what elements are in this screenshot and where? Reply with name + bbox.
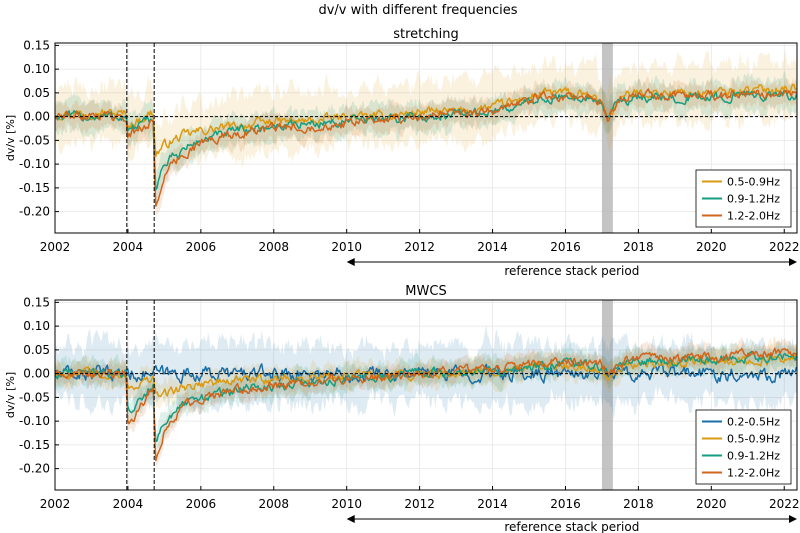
x-tick-label: 2004 <box>113 240 144 254</box>
reference-period-label: reference stack period <box>504 264 639 278</box>
y-tick-label: 0.15 <box>23 38 50 52</box>
x-tick-label: 2006 <box>186 497 217 511</box>
x-tick-label: 2012 <box>404 240 435 254</box>
legend: 0.2-0.5Hz 0.5-0.9Hz 0.9-1.2Hz 1.2-2.0Hz <box>695 409 792 485</box>
y-tick-label: 0.15 <box>23 295 50 309</box>
y-tick-label: 0.10 <box>23 319 50 333</box>
series-line-1p2-2p0Hz <box>55 88 797 207</box>
figure-title: dv/v with different frequencies <box>318 3 517 18</box>
band-0p9-1p2Hz <box>55 70 797 207</box>
stretching-panel: 2002 2004 2006 2008 2010 2012 2014 2016 2018 2020… <box>4 27 800 278</box>
x-tick-label: 2014 <box>477 497 508 511</box>
legend-entry-0p5-0p9Hz: 0.5-0.9Hz <box>727 176 780 189</box>
reference-period-label: reference stack period <box>504 520 639 533</box>
reference-shaded-span <box>601 300 613 490</box>
x-tick-label: 2010 <box>331 497 362 511</box>
x-tick-label: 2002 <box>40 240 71 254</box>
legend-entry-0p9-1p2Hz: 0.9-1.2Hz <box>727 193 780 206</box>
y-tick-label: -0.05 <box>19 133 50 147</box>
series-line-0p2-0p5Hz <box>55 363 797 385</box>
reference-period-arrowhead-left <box>346 515 355 523</box>
x-tick-label: 2008 <box>258 497 289 511</box>
x-tick-label: 2004 <box>113 497 144 511</box>
x-tick-label: 2016 <box>550 497 581 511</box>
reference-period-arrowhead-right <box>789 515 797 523</box>
x-tick-label: 2014 <box>477 240 508 254</box>
axes-frame <box>54 299 798 491</box>
y-axis-label: dv/v [%] <box>4 372 17 418</box>
reference-shaded-span <box>601 43 613 233</box>
y-tick-label: -0.10 <box>19 157 50 171</box>
stretching-panel-title: stretching <box>393 27 459 42</box>
plot-area <box>55 50 797 221</box>
y-tick-label: -0.20 <box>19 462 50 476</box>
x-tick-label: 2022 <box>769 240 800 254</box>
mwcs-panel-title: MWCS <box>405 284 446 299</box>
x-tick-label: 2006 <box>186 240 217 254</box>
uncertainty-bands <box>55 324 797 469</box>
legend-entry-0p5-0p9Hz: 0.5-0.9Hz <box>727 433 780 446</box>
series-lines <box>55 347 797 462</box>
x-tick-label: 2002 <box>40 497 71 511</box>
reference-period-arrowhead-left <box>346 258 355 266</box>
y-tick-label: 0.05 <box>23 343 50 357</box>
y-tick-label: -0.15 <box>19 181 50 195</box>
y-tick-label: 0.05 <box>23 86 50 100</box>
y-tick-label: -0.10 <box>19 414 50 428</box>
reference-period-arrowhead-right <box>789 258 797 266</box>
mwcs-panel: 2002 2004 2006 2008 2010 2012 2014 2016 2018 2020… <box>4 284 800 533</box>
legend-entry-1p2-2p0Hz: 1.2-2.0Hz <box>727 467 780 480</box>
x-tick-label: 2016 <box>550 240 581 254</box>
x-tick-label: 2022 <box>769 497 800 511</box>
uncertainty-bands <box>55 50 797 221</box>
x-tick-label: 2020 <box>696 240 727 254</box>
series-lines <box>55 83 797 207</box>
plot-area <box>55 324 797 469</box>
y-axis-label: dv/v [%] <box>4 115 17 161</box>
x-tick-label: 2020 <box>696 497 727 511</box>
x-tick-label: 2012 <box>404 497 435 511</box>
axes-frame <box>54 42 798 234</box>
band-0p9-1p2Hz <box>55 338 797 450</box>
series-line-0p9-1p2Hz <box>55 89 797 191</box>
x-tick-label: 2018 <box>623 240 654 254</box>
legend-entry-1p2-2p0Hz: 1.2-2.0Hz <box>727 210 780 223</box>
y-tick-label: 0.00 <box>23 110 50 124</box>
y-tick-label: -0.15 <box>19 438 50 452</box>
y-tick-label: -0.05 <box>19 390 50 404</box>
x-tick-label: 2008 <box>258 240 289 254</box>
y-tick-label: 0.10 <box>23 62 50 76</box>
legend-entry-0p2-0p5Hz: 0.2-0.5Hz <box>727 416 780 429</box>
x-tick-label: 2010 <box>331 240 362 254</box>
y-tick-label: 0.00 <box>23 367 50 381</box>
band-1p2-2p0Hz <box>55 334 797 469</box>
legend-entry-0p9-1p2Hz: 0.9-1.2Hz <box>727 450 780 463</box>
legend: 0.5-0.9Hz 0.9-1.2Hz 1.2-2.0Hz <box>695 169 792 228</box>
y-tick-label: -0.20 <box>19 205 50 219</box>
x-tick-label: 2018 <box>623 497 654 511</box>
